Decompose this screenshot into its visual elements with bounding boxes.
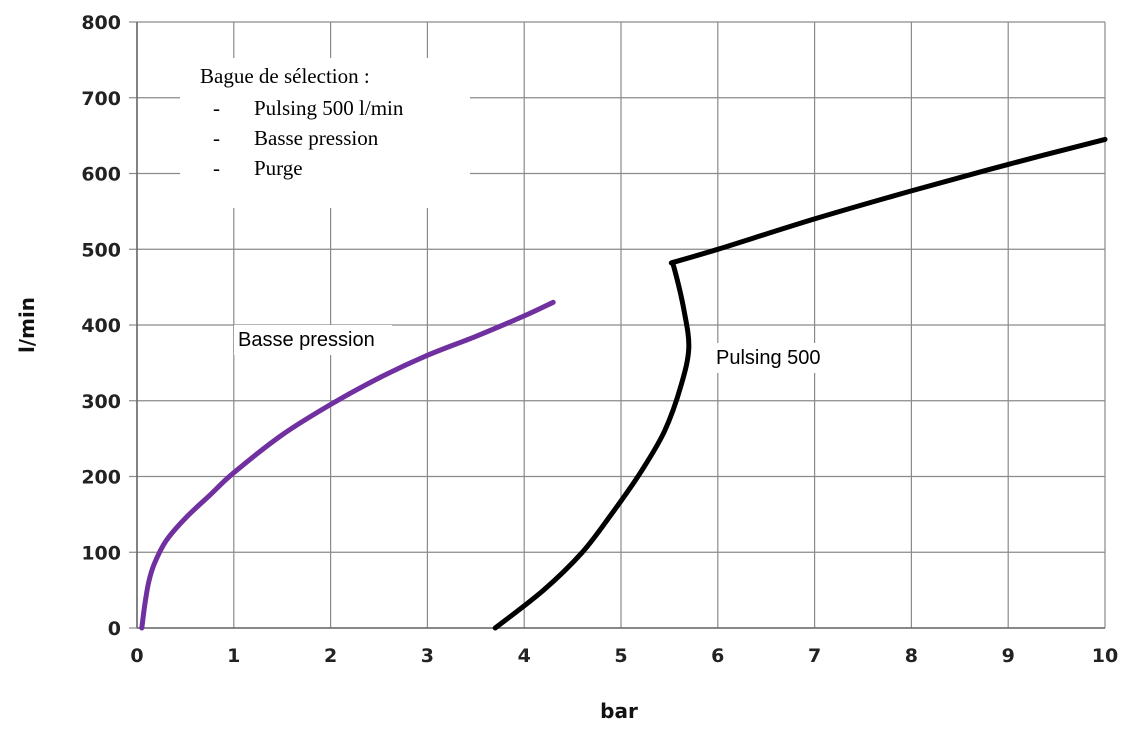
x-tick-label: 7 (808, 645, 821, 667)
y-tick-label: 600 (81, 164, 121, 186)
x-tick-label: 8 (905, 645, 918, 667)
series-label-basse-pression: Basse pression (238, 329, 375, 351)
series-line-pulsing-500 (492, 136, 1108, 631)
x-axis-title: bar (600, 699, 638, 723)
gridlines (129, 21, 1106, 629)
x-tick-label: 5 (614, 645, 627, 667)
note-title: Bague de sélection : (200, 64, 370, 88)
y-tick-label: 100 (81, 542, 121, 564)
x-tick-label: 3 (421, 645, 434, 667)
x-tick-label: 2 (324, 645, 337, 667)
x-tick-label: 9 (1002, 645, 1015, 667)
y-tick-label: 200 (81, 467, 121, 489)
series-lines (139, 136, 1108, 631)
note-item: Basse pression (254, 126, 379, 150)
series-label-background (234, 325, 392, 355)
selection-ring-note: Bague de sélection : - Pulsing 500 l/min - B… (180, 58, 470, 208)
note-item: Pulsing 500 l/min (254, 96, 404, 120)
series-label-pulsing-500: Pulsing 500 (716, 347, 821, 369)
y-axis-title: l/min (15, 297, 39, 353)
x-tick-label: 10 (1092, 645, 1118, 667)
y-tick-label: 300 (81, 391, 121, 413)
y-tick-label: 500 (81, 239, 121, 261)
note-bullet: - (213, 156, 220, 180)
series-labels: Basse pression Pulsing 500 (234, 325, 835, 373)
y-tick-label: 700 (81, 88, 121, 110)
y-tick-label: 400 (81, 315, 121, 337)
y-tick-label: 800 (81, 12, 121, 34)
x-tick-label: 4 (518, 645, 531, 667)
x-tick-label: 1 (227, 645, 240, 667)
series-line-basse-pression (139, 299, 556, 631)
note-bullet: - (213, 126, 220, 150)
note-background (180, 58, 470, 208)
x-tick-label: 6 (711, 645, 724, 667)
note-bullet: - (213, 96, 220, 120)
y-tick-label: 0 (108, 618, 121, 640)
note-item: Purge (254, 156, 303, 180)
series-label-background (713, 343, 835, 373)
x-tick-label: 0 (130, 645, 143, 667)
